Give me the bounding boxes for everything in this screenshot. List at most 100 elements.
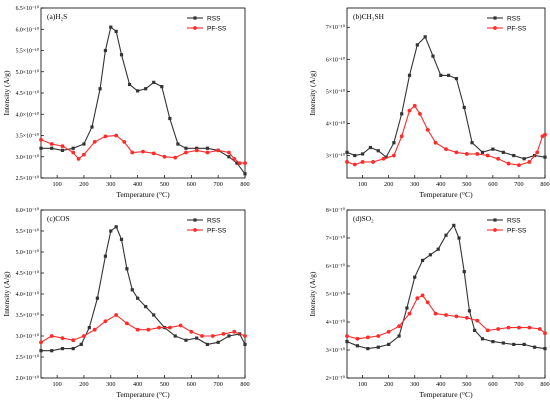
data-point (184, 146, 188, 150)
data-point (454, 76, 459, 81)
legend-marker (493, 16, 497, 20)
data-point (144, 305, 148, 309)
data-point (527, 160, 532, 164)
x-tick-label: 400 (133, 181, 142, 188)
data-point (361, 152, 365, 156)
data-point (454, 150, 459, 155)
data-point (532, 345, 537, 349)
y-tick-label: 5.0×10⁻¹⁰ (16, 249, 40, 256)
data-point (71, 146, 75, 150)
data-point (162, 154, 167, 159)
data-point (184, 338, 188, 342)
data-point (444, 147, 448, 152)
data-point (501, 150, 505, 154)
data-point (480, 150, 485, 154)
data-point (464, 152, 469, 156)
data-point (345, 334, 349, 338)
y-tick-label: 3.0×10⁻¹⁰ (16, 154, 40, 161)
chart-panel-2: 100 200 300 400 500 600 700 800 3×10⁻¹⁰ 4×10⁻¹⁰ 5×… (308, 7, 550, 199)
data-point (60, 148, 65, 152)
x-tick-label: 500 (160, 181, 169, 188)
data-point (39, 137, 43, 142)
data-point (470, 141, 474, 145)
data-point (173, 334, 177, 338)
data-point (376, 149, 380, 153)
data-point (475, 152, 480, 156)
data-point (454, 314, 459, 319)
data-point (423, 35, 427, 39)
data-point (109, 229, 113, 233)
data-point (431, 54, 435, 58)
data-point (522, 342, 526, 346)
x-tick-label: 100 (358, 181, 367, 188)
data-point (216, 148, 221, 153)
data-point (475, 318, 480, 323)
data-point (425, 127, 430, 132)
series-pf-ss (39, 133, 247, 166)
data-point (415, 296, 420, 301)
y-tick-label: 3×10⁻¹⁰ (326, 153, 346, 160)
data-point (119, 237, 124, 241)
data-point (522, 157, 526, 161)
legend-label: PF-SS (507, 227, 527, 234)
data-point (543, 132, 547, 137)
data-point (376, 334, 381, 338)
y-axis-label: Intensity (A/g) (2, 70, 11, 115)
series-pf-ss (39, 313, 247, 345)
chart-panel-1: 100 200 300 400 500 600 700 800 2.5×10⁻¹⁰ 3.0×10⁻… (2, 5, 250, 199)
data-point (136, 296, 140, 300)
data-point (391, 153, 396, 158)
data-point (491, 340, 495, 344)
data-point (205, 342, 210, 346)
data-point (144, 87, 148, 91)
y-tick-label: 3×10⁻¹⁰ (326, 347, 346, 354)
x-axis-label: Temperature (°C) (419, 390, 473, 399)
data-point (485, 328, 490, 333)
data-point (39, 349, 43, 353)
y-tick-label: 4.0×10⁻¹⁰ (16, 291, 40, 298)
data-point (517, 163, 521, 168)
data-point (392, 141, 396, 145)
data-point (146, 327, 151, 332)
data-point (355, 344, 360, 348)
data-point (376, 345, 380, 349)
legend-marker (193, 218, 197, 222)
data-point (60, 336, 65, 340)
legend-marker (193, 16, 197, 20)
series-rss (345, 35, 547, 161)
series-rss (39, 225, 247, 353)
data-point (473, 328, 477, 332)
data-point (103, 319, 108, 324)
x-tick-label: 700 (214, 381, 223, 388)
legend-marker (493, 26, 497, 30)
data-point (491, 147, 495, 151)
data-point (189, 329, 194, 334)
data-point (517, 325, 521, 330)
y-tick-label: 4×10⁻¹⁰ (326, 120, 346, 127)
data-point (130, 288, 134, 292)
data-point (232, 329, 237, 334)
y-tick-label: 5×10⁻¹⁰ (326, 291, 346, 298)
data-point (512, 153, 516, 158)
data-point (98, 87, 102, 91)
x-tick-label: 400 (436, 181, 445, 188)
y-tick-label: 2.5×10⁻¹⁰ (16, 175, 40, 182)
y-tick-label: 5.5×10⁻¹⁰ (16, 48, 40, 55)
legend-label: PF-SS (207, 227, 227, 234)
data-point (368, 145, 373, 150)
data-point (232, 156, 237, 161)
data-point (543, 347, 547, 351)
data-point (114, 29, 118, 33)
data-point (243, 172, 247, 176)
data-point (103, 254, 108, 258)
data-point (452, 223, 456, 227)
data-point (136, 89, 140, 93)
legend-label: RSS (507, 217, 521, 224)
data-point (135, 327, 140, 332)
data-point (407, 108, 412, 113)
data-point (167, 325, 172, 330)
data-point (71, 150, 76, 155)
data-point (397, 324, 402, 329)
data-point (418, 111, 422, 116)
y-tick-label: 8×10⁻¹⁰ (326, 207, 346, 214)
